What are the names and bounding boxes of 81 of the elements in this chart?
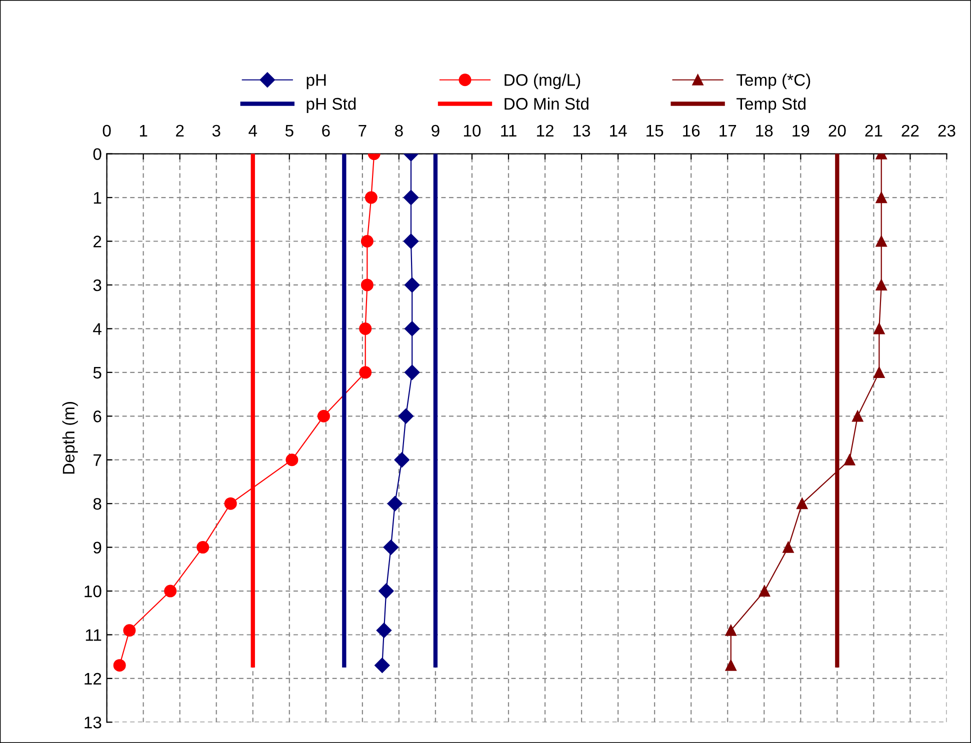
y-tick-label: 8 <box>93 498 102 510</box>
x-tick-label: 15 <box>646 124 664 137</box>
y-tick-label: 1 <box>94 192 102 204</box>
point <box>876 192 887 204</box>
x-tick-label: 10 <box>464 124 481 137</box>
x-tick-label: 16 <box>683 124 700 137</box>
x-tick-label: 21 <box>865 124 882 136</box>
x-tick-label: 12 <box>537 124 554 136</box>
legend-label: DO Min Std <box>504 97 588 110</box>
point <box>360 278 374 292</box>
point <box>224 497 237 510</box>
legend-label: DO (mg/L) <box>504 74 580 90</box>
point <box>725 624 736 636</box>
y-tick-label: 3 <box>93 279 102 292</box>
point <box>394 452 410 468</box>
point <box>196 541 210 554</box>
x-tick-label: 5 <box>285 124 294 137</box>
point <box>398 408 414 424</box>
point <box>359 366 372 379</box>
point <box>844 454 856 466</box>
point <box>876 236 887 247</box>
y-tick-label: 11 <box>86 629 102 641</box>
y-tick-label: 13 <box>84 716 102 728</box>
point <box>782 542 794 553</box>
y-tick-label: 7 <box>94 454 102 466</box>
point <box>113 659 126 672</box>
x-tick-label: 23 <box>938 124 956 137</box>
point <box>164 584 177 598</box>
y-tick-label: 2 <box>94 236 102 248</box>
point <box>378 583 394 599</box>
point <box>376 622 392 638</box>
y-tick-label: 5 <box>93 366 102 379</box>
x-tick-label: 3 <box>212 124 220 137</box>
point <box>387 496 403 512</box>
x-tick-label: 7 <box>358 124 366 136</box>
x-tick-label: 20 <box>828 124 846 137</box>
x-tick-label: 11 <box>501 124 516 136</box>
point <box>874 323 885 334</box>
point <box>796 498 808 510</box>
x-tick-label: 22 <box>902 124 919 136</box>
point <box>360 234 374 248</box>
x-tick-label: 13 <box>574 124 590 137</box>
y-tick-label: 9 <box>93 542 102 554</box>
y-tick-label: 12 <box>84 672 102 685</box>
x-tick-label: 1 <box>140 124 148 136</box>
point <box>404 321 420 336</box>
y-tick-label: 4 <box>93 323 102 335</box>
point <box>317 410 330 422</box>
x-tick-label: 4 <box>248 124 258 136</box>
x-tick-label: 0 <box>102 124 111 137</box>
point <box>876 279 887 291</box>
x-tick-label: 8 <box>395 124 403 137</box>
point <box>359 322 372 335</box>
y-tick-label: 6 <box>94 410 102 422</box>
point <box>404 364 420 380</box>
legend-label: Temp (*C) <box>736 74 810 90</box>
point <box>758 585 770 597</box>
x-tick-label: 9 <box>432 124 440 137</box>
point <box>383 540 398 555</box>
y-tick-label: 10 <box>84 585 102 598</box>
x-tick-label: 2 <box>176 124 184 136</box>
x-tick-label: 14 <box>610 124 627 136</box>
x-tick-label: 18 <box>756 124 773 137</box>
x-tick-label: 17 <box>720 124 736 136</box>
point <box>403 234 419 249</box>
point <box>364 191 378 204</box>
point <box>874 366 885 378</box>
point <box>374 658 390 673</box>
point <box>852 410 864 422</box>
y-axis-title: Depth (m) <box>62 402 78 474</box>
legend-label: Temp Std <box>736 97 806 114</box>
point <box>286 454 298 466</box>
x-tick-label: 6 <box>322 124 330 137</box>
legend-label: pH Std <box>306 97 356 114</box>
x-tick-label: 19 <box>792 124 810 137</box>
y-tick-label: 0 <box>93 148 102 160</box>
point <box>725 660 736 671</box>
point <box>123 624 136 637</box>
legend-label: pH <box>306 74 326 90</box>
point <box>404 277 420 293</box>
point <box>403 190 419 206</box>
